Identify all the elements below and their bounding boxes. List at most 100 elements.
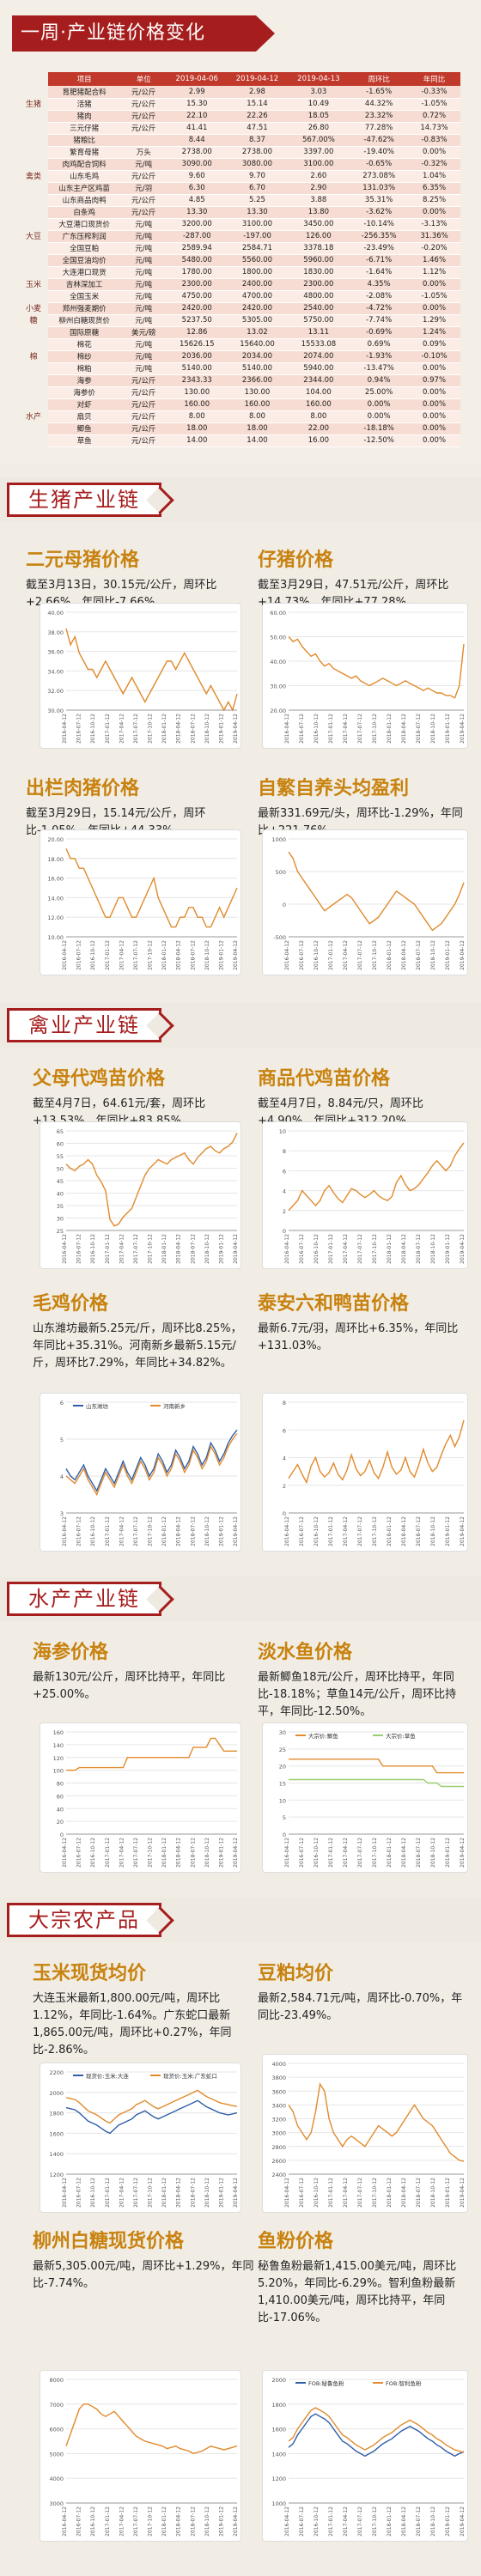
chart-card: 8000 7000 6000 5000 4000 3000 2016-04-12 2016-0… [40,2370,241,2542]
section-band-aqua: 水产产业链 [0,1577,481,1621]
table-cell: 元/公斤 [120,434,167,447]
panel-broiler: 毛鸡价格 山东潍坊最新5.25元/斤，周环比8.25%，年同比+35.31%。河… [33,1288,252,1372]
table-cell: 14.00 [227,434,288,447]
x-tick-label: 2019-01-12 [445,1516,451,1546]
panel-profit: 自繁自养头均盈利 最新331.69元/头，周环比-1.29%，年同比+221.7… [258,773,472,840]
x-tick-label: 2017-01-12 [105,2178,111,2208]
table-cell: 2036.00 [167,350,228,363]
table-row: 郑州强麦期价 元/吨 2420.00 2420.00 2540.00 -4.72% 0.00… [48,302,460,315]
chart-card: 8 6 4 2 0 2016-04-12 2016-07-12 2016-10-12 2017-… [262,1393,468,1552]
panel-title: 泰安六和鸭苗价格 [258,1293,410,1315]
y-tick-label: 45 [57,1178,64,1185]
x-tick-label: 2017-04-12 [119,940,125,970]
table-header-cell: 周环比 [368,76,390,84]
legend-label: 大宗价:鲫鱼 [308,1732,338,1740]
x-tick-label: 2017-01-12 [328,2506,334,2537]
table-cell: 元/公斤 [120,398,167,411]
y-tick-label: 3000 [49,2500,64,2507]
y-tick-label: 8 [283,1400,286,1406]
y-tick-label: 3200 [271,2117,286,2123]
table-cell: -18.18% [350,422,409,435]
x-tick-label: 2017-10-12 [148,1516,154,1546]
x-tick-label: 2019-04-12 [460,714,466,744]
x-tick-label: 2018-01-12 [161,1516,167,1546]
table-row: 白条鸡 元/公斤 13.30 13.30 13.80 -3.62% 0.00% [48,206,460,219]
x-tick-label: 2016-04-12 [62,2178,68,2208]
table-cell: 2540.00 [287,302,350,315]
table-cell: 77.28% [350,122,409,135]
table-cell: 对虾 [48,398,121,411]
chart-card: 65 60 55 50 45 40 35 30 25 2016-04-12 2016-07-12 20… [40,1121,241,1269]
chart-card: 4000 3800 3600 3400 3200 3000 2800 2600 2400 2016… [262,2054,468,2213]
table-header-cell: 年同比 [423,76,446,84]
category-label: 棉 [29,353,38,361]
category-label: 小麦 [25,305,41,313]
x-tick-label: 2017-07-12 [357,2178,363,2208]
x-tick-label: 2018-01-12 [161,940,167,970]
y-tick-label: 50.00 [270,635,286,641]
x-tick-label: 2017-10-12 [148,2506,154,2537]
y-tick-label: 40 [57,1806,64,1813]
x-tick-label: 2017-10-12 [148,1838,154,1868]
section-title-bulk: 大宗农产品 [7,1903,161,1937]
series-line [288,2082,465,2162]
chart-card: 30 25 20 15 10 5 0 2016-04-12 2016-07-12 2016-10-… [262,1722,468,1873]
x-tick-label: 2018-07-12 [190,2506,196,2537]
y-tick-label: 10.00 [47,934,64,941]
table-cell: 海参价 [48,386,121,399]
table-row: 肉鸡配合饲料 元/吨 3090.00 3080.00 3100.00 -0.65% -0.3… [48,158,460,171]
y-tick-label: 36.00 [47,649,64,656]
table-row: 对虾 元/公斤 160.00 160.00 160.00 0.00% 0.00% [48,398,460,411]
table-cell: 全国豆油均价 [48,254,121,267]
table-cell: 元/吨 [120,314,167,327]
table-cell: -0.10% [408,350,460,363]
table-cell: 育肥猪配合料 [48,86,121,99]
x-tick-label: 2018-10-12 [204,1516,210,1546]
table-cell: 3090.00 [167,158,228,171]
table-cell: 国际原糖 [48,326,121,339]
legend-label: 大宗价:草鱼 [386,1732,416,1740]
table-cell: 160.00 [287,398,350,411]
table-cell: 元/公斤 [120,98,167,111]
panel-corn: 玉米现货均价 大连玉米最新1,800.00元/吨，周环比1.12%，年同比-1.… [33,1958,254,2059]
table-cell: 山东商品肉鸭 [48,194,121,207]
x-tick-label: 2019-04-12 [233,1838,239,1868]
table-row: 棉花 元/吨 15626.15 15640.00 15533.08 0.69% 0.09% [48,338,460,351]
table-cell: 9.70 [227,170,288,183]
x-tick-label: 2017-10-12 [372,1516,378,1546]
x-tick-label: 2019-04-12 [460,940,466,970]
table-cell: 15626.15 [167,338,228,351]
x-tick-label: 2016-07-12 [299,2506,305,2537]
y-tick-label: 60 [57,1141,64,1148]
table-cell: 元/公斤 [120,194,167,207]
panel-desc: 最新5,305.00元/吨，周环比+1.29%，年同比-7.74%。 [33,2260,254,2290]
x-tick-label: 2018-01-12 [387,714,393,744]
panel-title: 鱼粉价格 [258,2231,334,2252]
x-tick-label: 2016-10-12 [90,1838,96,1868]
table-row: 大连港口现货 元/吨 1780.00 1800.00 1830.00 -1.64% 1.12… [48,266,460,279]
chart-card: 2000 1800 1600 1400 1200 1000 2016-04-12 2016-0… [262,2370,468,2542]
chart-card: 10 8 6 4 2 0 2016-04-12 2016-07-12 2016-10-12 201… [262,1121,468,1269]
table-cell: 棉纱 [48,350,121,363]
x-tick-label: 2019-01-12 [445,940,451,970]
table-header-row: 项目 单位 2019-04-06 2019-04-12 2019-04-13 周环比 年同比 [48,72,460,86]
table-cell: -1.93% [350,350,409,363]
table-cell: 15640.00 [227,338,288,351]
price-change-section: 一周·产业链价格变化 项目 单位 2019-04-06 2019-04-12 2019-… [0,0,481,464]
x-tick-label: 2016-07-12 [299,1838,305,1868]
x-tick-label: 2018-07-12 [416,2178,422,2208]
chart-card: 60.00 50.00 40.00 30.00 20.00 2016-04-12 2016-… [262,603,468,749]
table-cell: 2.90 [287,182,350,195]
table-cell: 3450.00 [287,218,350,231]
x-tick-label: 2019-01-12 [218,2506,224,2537]
y-tick-label: 5000 [49,2451,64,2458]
table-cell: 0.00% [408,146,460,159]
y-tick-label: 40.00 [270,659,286,665]
x-tick-label: 2019-04-12 [233,2506,239,2537]
table-cell: 柳州白糖现货价 [48,314,121,327]
x-tick-label: 2018-01-12 [161,1838,167,1868]
y-tick-label: 30.00 [270,683,286,690]
table-cell: 0.00% [408,278,460,291]
table-row: 吉林深加工 元/吨 2300.00 2400.00 2300.00 4.35% 0.00% [48,278,460,291]
table-cell: -10.14% [350,218,409,231]
